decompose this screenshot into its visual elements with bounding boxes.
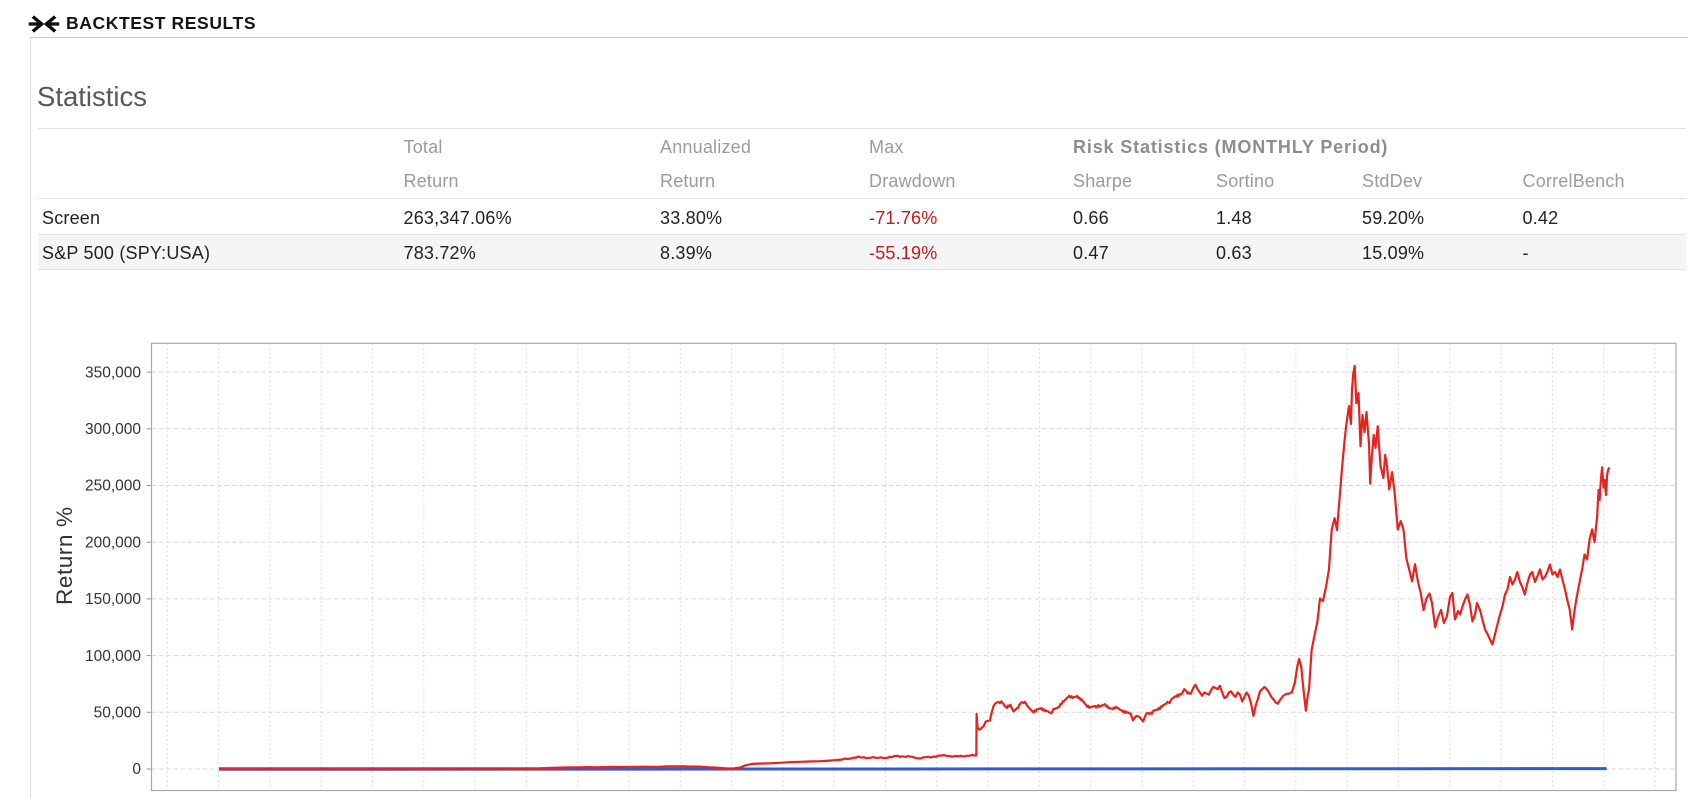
svg-text:300,000: 300,000 <box>85 421 141 438</box>
svg-text:200,000: 200,000 <box>85 534 141 551</box>
svg-text:100,000: 100,000 <box>85 648 141 665</box>
svg-text:250,000: 250,000 <box>85 478 141 495</box>
svg-text:50,000: 50,000 <box>94 705 142 722</box>
svg-text:0: 0 <box>132 761 141 778</box>
svg-text:350,000: 350,000 <box>85 364 141 381</box>
svg-text:Return %: Return % <box>52 507 77 605</box>
svg-text:150,000: 150,000 <box>85 591 141 608</box>
